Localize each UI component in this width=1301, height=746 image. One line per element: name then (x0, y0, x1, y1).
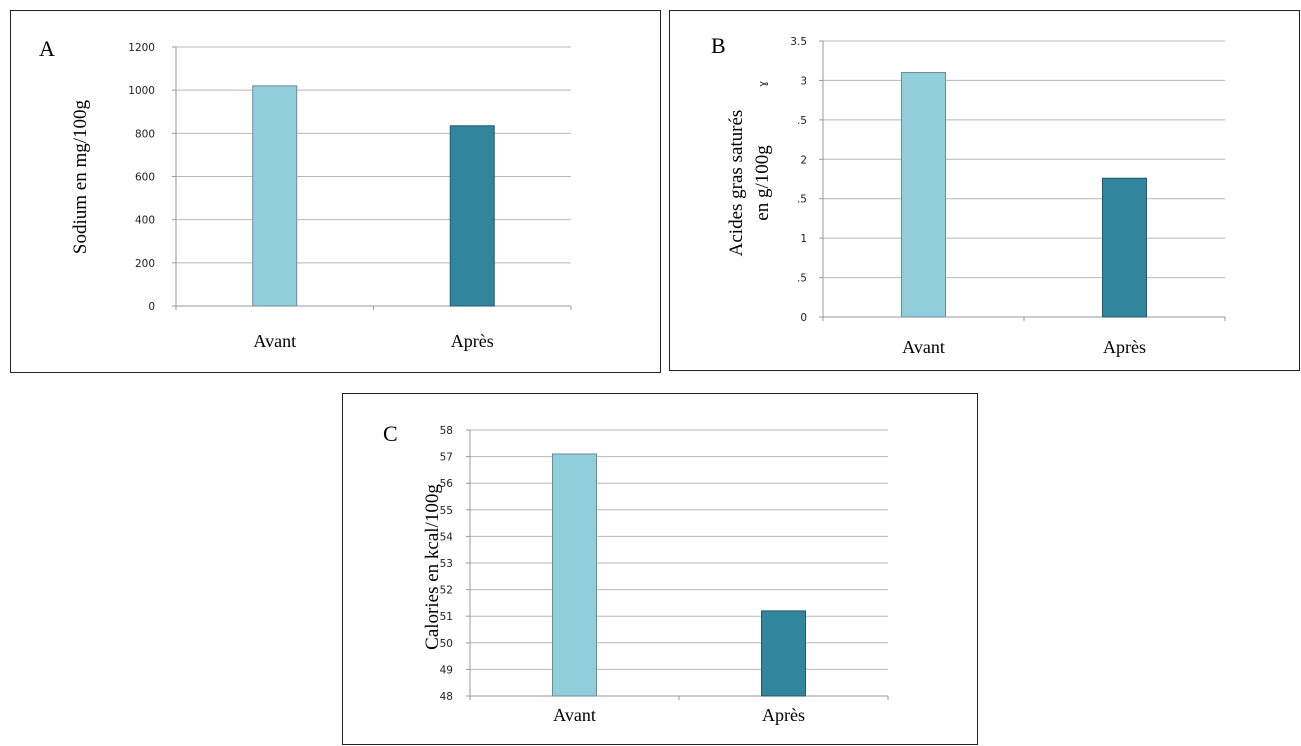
y-tick-label-b-0: 0 (800, 312, 807, 324)
y-tick-label-c-3: 51 (440, 611, 453, 623)
y-tick-label-c-7: 55 (440, 505, 453, 517)
y-tick-label-a-5: 1000 (128, 85, 155, 97)
y-tick-label-a-0: 0 (148, 301, 155, 313)
panel-label-a: A (39, 36, 55, 61)
chart-panel-b: B 0 .5 1 .5 2 .5 3 3.5 Avant Après Acides gras satu… (669, 10, 1300, 371)
y-tick-label-a-6: 1200 (128, 42, 155, 54)
bar-b-avant (901, 72, 946, 318)
y-tick-label-c-4: 52 (440, 585, 453, 597)
chart-panel-c: C 48 49 50 51 52 53 54 55 56 57 58 Avant Après Calorie… (342, 393, 978, 745)
y-axis-title-a: Sodium en mg/100g (70, 99, 91, 254)
y-tick-label-c-0: 48 (440, 691, 453, 703)
chart-a-svg: A 0 200 400 600 800 1000 1200 Avant Après Sodium e… (39, 36, 572, 351)
y-tick-label-c-2: 50 (440, 638, 453, 650)
y-axis-title-b: Acides gras saturés en g/100g (726, 110, 773, 257)
x-category-label-a-1: Après (451, 331, 494, 351)
x-category-label-b-0: Avant (902, 337, 945, 357)
bar-c-aprs (761, 610, 806, 697)
y-tick-label-a-1: 200 (135, 258, 155, 270)
y-axis-title-c: Calories en kcal/100g (422, 484, 443, 650)
chart-c-svg: C 48 49 50 51 52 53 54 55 56 57 58 Avant Après Calorie… (383, 421, 889, 725)
x-category-label-b-1: Après (1103, 337, 1146, 357)
y-tick-label-b-1: .5 (797, 273, 807, 285)
bar-a-aprs (449, 125, 495, 307)
y-tick-label-b-2: 1 (800, 233, 807, 245)
x-category-label-c-0: Avant (553, 705, 596, 725)
y-tick-label-a-3: 600 (135, 172, 155, 184)
y-tick-label-b-7: 3.5 (790, 36, 807, 48)
panel-label-b: B (711, 33, 726, 58)
y-axis-title-line-b-1: en g/100g (752, 145, 773, 221)
x-category-label-c-1: Après (762, 705, 805, 725)
y-tick-label-c-8: 56 (440, 478, 454, 490)
clipped-axis-glyph-b: ɣ (757, 81, 769, 87)
panel-label-c: C (383, 421, 398, 446)
y-tick-label-c-9: 57 (440, 452, 453, 464)
y-tick-label-b-5: .5 (797, 115, 807, 127)
y-tick-label-c-1: 49 (440, 664, 453, 676)
chart-b-svg: B 0 .5 1 .5 2 .5 3 3.5 Avant Après Acides gras satu… (711, 33, 1226, 357)
y-tick-label-c-6: 54 (440, 531, 454, 543)
y-tick-label-a-2: 400 (135, 215, 155, 227)
x-category-label-a-0: Avant (253, 331, 296, 351)
y-tick-label-c-10: 58 (440, 425, 453, 437)
bar-c-avant (552, 453, 597, 697)
y-tick-label-b-6: 3 (800, 75, 807, 87)
y-tick-label-b-3: .5 (797, 194, 807, 206)
y-tick-label-c-5: 53 (440, 558, 453, 570)
bar-a-avant (252, 85, 298, 307)
y-axis-title-line-b-0: Acides gras saturés (726, 110, 747, 257)
bar-b-aprs (1102, 177, 1147, 318)
y-tick-label-a-4: 800 (135, 128, 155, 140)
y-tick-label-b-4: 2 (800, 154, 807, 166)
chart-panel-a: A 0 200 400 600 800 1000 1200 Avant Après Sodium e… (10, 10, 661, 373)
